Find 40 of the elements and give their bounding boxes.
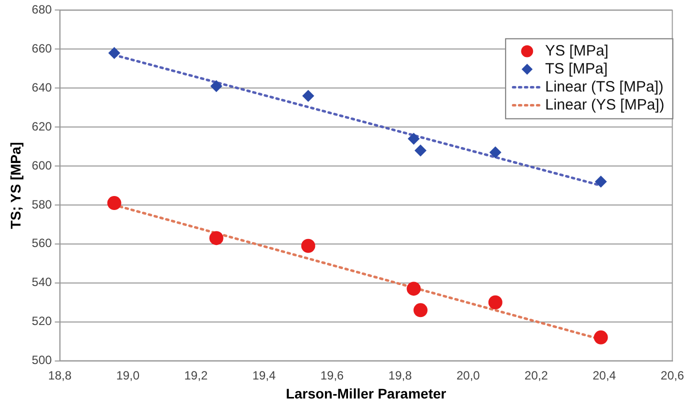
point xyxy=(414,303,428,318)
y-axis-title: TS; YS [MPa] xyxy=(7,142,24,229)
y-tick-label: 640 xyxy=(32,80,52,94)
x-tick-label: 19,4 xyxy=(252,368,276,382)
x-tick-label: 19,6 xyxy=(320,368,344,382)
point xyxy=(210,80,222,92)
y-tick-label: 580 xyxy=(32,197,52,212)
x-tick-label: 20,6 xyxy=(660,368,684,382)
legend-label: Linear (TS [MPa]) xyxy=(545,78,664,96)
x-tick-label: 19,2 xyxy=(184,368,208,382)
y-tick-label: 500 xyxy=(32,353,52,368)
y-tick-label: 600 xyxy=(32,158,52,172)
point xyxy=(108,47,120,60)
point xyxy=(594,330,608,344)
x-tick-label: 20,0 xyxy=(456,368,480,382)
x-tick-label: 19,0 xyxy=(116,368,140,382)
point xyxy=(594,176,607,188)
y-tick-label: 620 xyxy=(32,119,52,134)
x-tick-label: 20,2 xyxy=(524,368,548,382)
point xyxy=(406,282,421,296)
point xyxy=(414,144,427,156)
x-tick-label: 19,8 xyxy=(388,368,412,382)
legend-label: YS [MPa] xyxy=(545,42,608,60)
y-tick-label: 680 xyxy=(32,2,52,17)
point xyxy=(302,90,314,102)
point xyxy=(488,295,502,310)
x-tick-label: 20,4 xyxy=(592,368,616,382)
legend-label: TS [MPa] xyxy=(545,60,608,78)
point xyxy=(301,238,316,253)
y-tick-label: 540 xyxy=(32,275,52,290)
point xyxy=(408,132,420,145)
x-axis-title: Larson-Miller Parameter xyxy=(286,385,447,402)
y-tick-label: 520 xyxy=(32,314,52,328)
point xyxy=(107,196,122,210)
point xyxy=(489,146,502,158)
point xyxy=(209,231,224,246)
y-tick-label: 560 xyxy=(32,236,52,250)
legend-label: Linear (YS [MPa]) xyxy=(545,96,664,114)
y-tick-label: 660 xyxy=(32,41,52,56)
x-tick-label: 18,8 xyxy=(48,368,72,382)
